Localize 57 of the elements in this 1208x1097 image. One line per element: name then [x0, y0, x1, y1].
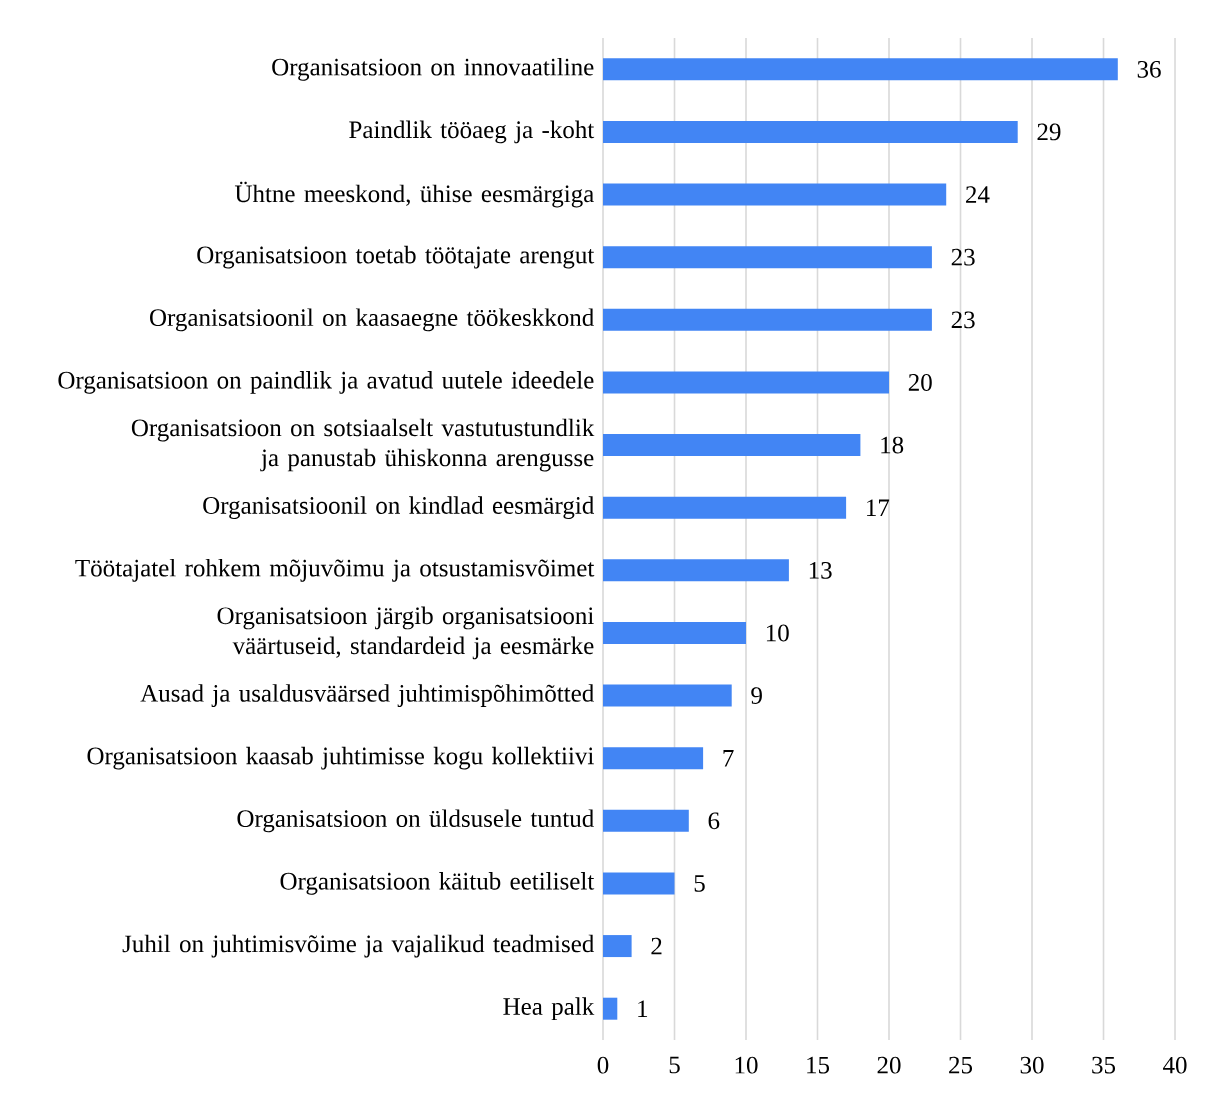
- data-label: 9: [751, 687, 762, 704]
- data-label: 36: [1137, 60, 1161, 78]
- x-tick-label: 20: [877, 1056, 901, 1074]
- data-label: 1: [638, 1000, 648, 1017]
- bar: [603, 997, 618, 1020]
- bar: [603, 935, 632, 958]
- y-tick-label: Töötajatel rohkem mõjuvõimu ja otsustamisvõimet: [75, 558, 595, 582]
- x-tick-label: 0: [597, 1056, 609, 1074]
- data-label: 7: [723, 750, 734, 767]
- data-label: 2: [651, 937, 662, 955]
- x-tick-label: 35: [1092, 1056, 1116, 1074]
- bar: [603, 371, 889, 394]
- y-tick-label: Ausad ja usaldusväärsed juhtimispõhimõtted: [140, 684, 594, 707]
- bar: [603, 872, 675, 895]
- data-label: 20: [908, 374, 932, 391]
- bar: [603, 246, 932, 269]
- bar: [603, 496, 847, 519]
- x-tick-label: 30: [1020, 1056, 1044, 1074]
- y-tick-label: Ühtne meeskond, ühise eesmärgiga: [234, 181, 594, 208]
- data-label: 17: [867, 499, 890, 516]
- y-tick-label: Organisatsioon on sotsiaalselt vastutustundlik ja panustab ühiskonna arengusse: [131, 418, 595, 472]
- data-label: 23: [951, 248, 975, 266]
- bar: [603, 684, 732, 707]
- y-tick-label: Organisatsioonil on kaasaegne töökeskkond: [150, 308, 594, 332]
- bar: [603, 183, 947, 206]
- bar: [603, 308, 932, 331]
- x-tick-label: 10: [735, 1056, 758, 1074]
- data-label: 5: [694, 875, 705, 892]
- bar: [603, 747, 704, 770]
- y-tick-label: Organisatsioonil on kindlad eesmärgid: [203, 496, 595, 520]
- y-tick-label: Organisatsioon toetab töötajate arengut: [197, 245, 595, 269]
- data-label: 29: [1037, 123, 1061, 141]
- bar: [603, 434, 861, 457]
- y-tick-label: Juhil on juhtimisvõime ja vajalikud teadmised: [122, 934, 595, 958]
- data-label: 24: [966, 186, 990, 203]
- x-tick-label: 25: [949, 1056, 973, 1074]
- data-label: 6: [708, 812, 720, 830]
- y-tick-label: Organisatsioon on paindlik ja avatud uutele ideedele: [58, 371, 594, 394]
- x-tick-label: 5: [669, 1056, 680, 1074]
- y-tick-label: Organisatsioon on innovaatiline: [272, 57, 594, 81]
- x-tick-label: 15: [807, 1056, 830, 1074]
- data-label: 23: [951, 311, 975, 329]
- x-tick-label: 40: [1163, 1056, 1187, 1074]
- y-tick-label: Organisatsioon käitub eetiliselt: [280, 872, 595, 895]
- data-label: 18: [881, 436, 904, 454]
- y-tick-label: Organisatsioon kaasab juhtimisse kogu kollektiivi: [87, 746, 594, 770]
- data-label: 10: [766, 624, 789, 642]
- bar: [603, 58, 1118, 81]
- y-tick-label: Hea palk: [503, 997, 595, 1021]
- data-label: 13: [809, 561, 832, 579]
- bar: [603, 120, 1018, 143]
- y-tick-label: Organisatsioon järgib organisatsiooni väärtuseid, standardeid ja eesmärke: [217, 606, 594, 660]
- bar: [603, 621, 747, 644]
- y-tick-label: Paindlik tööaeg ja -koht: [349, 120, 595, 144]
- bar: [603, 559, 789, 582]
- y-tick-label: Organisatsioon on üldsusele tuntud: [237, 809, 594, 833]
- bar: [603, 809, 689, 832]
